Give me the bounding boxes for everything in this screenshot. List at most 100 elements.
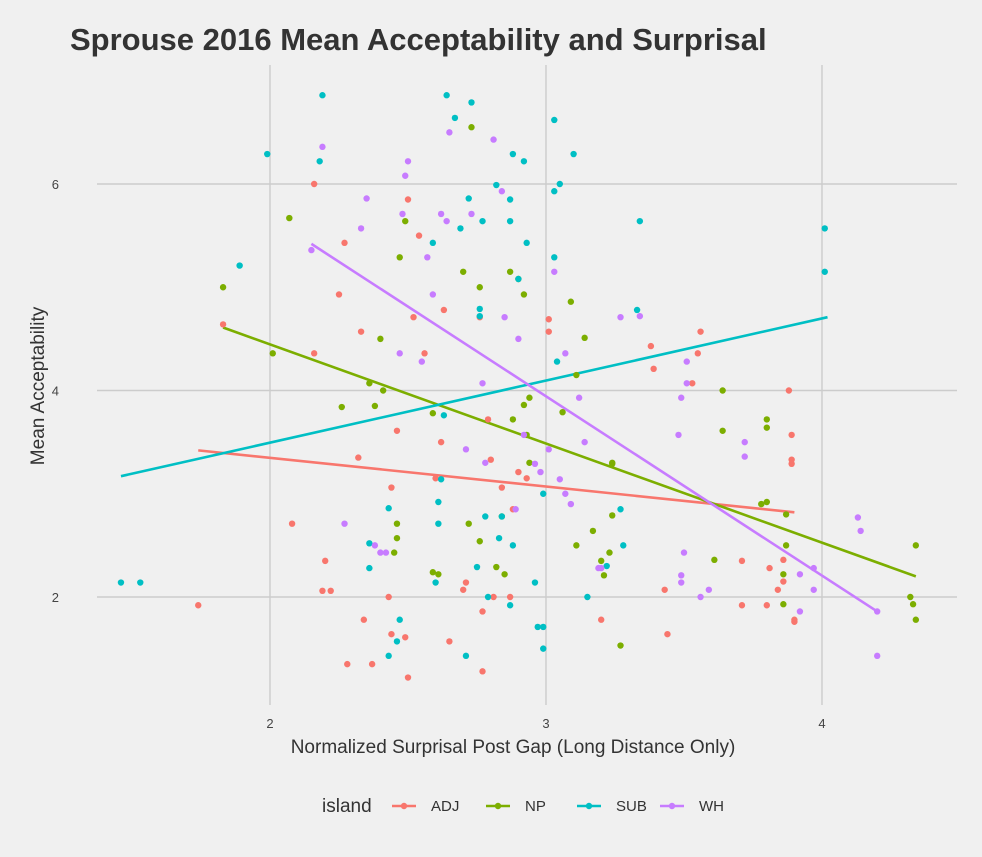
data-point bbox=[319, 92, 326, 99]
trend-lines bbox=[120, 242, 917, 613]
data-point bbox=[515, 335, 522, 343]
data-point bbox=[501, 571, 508, 578]
data-point bbox=[575, 394, 583, 401]
data-point bbox=[402, 172, 409, 179]
data-point bbox=[741, 453, 748, 460]
data-point bbox=[432, 475, 439, 482]
data-point bbox=[711, 556, 718, 564]
data-point bbox=[446, 638, 453, 645]
data-point bbox=[219, 321, 227, 328]
data-point bbox=[912, 616, 920, 623]
data-point bbox=[506, 593, 514, 601]
data-point bbox=[468, 124, 475, 131]
legend-label: WH bbox=[699, 798, 724, 815]
data-point bbox=[322, 557, 329, 565]
y-tick-label: 6 bbox=[52, 177, 59, 192]
data-point bbox=[288, 520, 296, 527]
data-point bbox=[487, 456, 494, 463]
chart-title: Sprouse 2016 Mean Acceptability and Surp… bbox=[70, 22, 767, 57]
data-point bbox=[476, 284, 483, 291]
data-point bbox=[366, 380, 373, 387]
data-point bbox=[432, 579, 439, 586]
data-point bbox=[520, 158, 528, 165]
data-point bbox=[523, 475, 530, 482]
data-point bbox=[689, 380, 696, 387]
data-point bbox=[551, 116, 558, 124]
trend-line-sub bbox=[120, 315, 828, 478]
data-point bbox=[363, 195, 370, 202]
data-point bbox=[573, 371, 580, 379]
data-point bbox=[545, 446, 552, 453]
data-point bbox=[429, 569, 437, 576]
legend-key-point bbox=[494, 802, 502, 810]
data-point bbox=[526, 459, 533, 466]
data-point bbox=[388, 630, 395, 638]
data-point bbox=[854, 514, 862, 521]
data-point bbox=[473, 563, 481, 571]
data-point bbox=[617, 642, 624, 649]
data-point bbox=[382, 549, 390, 556]
data-point bbox=[683, 380, 690, 387]
data-point bbox=[236, 262, 243, 269]
data-point bbox=[341, 239, 348, 247]
data-point bbox=[874, 608, 881, 615]
data-point bbox=[393, 534, 401, 542]
data-point bbox=[526, 394, 533, 401]
data-point bbox=[501, 313, 508, 321]
data-point bbox=[675, 431, 682, 439]
data-point bbox=[506, 217, 514, 225]
data-point bbox=[506, 268, 514, 275]
data-point bbox=[598, 616, 605, 623]
data-point bbox=[465, 520, 472, 527]
data-point bbox=[402, 634, 409, 641]
data-point bbox=[678, 579, 685, 586]
data-point bbox=[909, 601, 917, 608]
series-sub bbox=[117, 92, 828, 660]
data-point bbox=[636, 217, 644, 225]
data-point bbox=[617, 313, 624, 321]
data-point bbox=[531, 460, 539, 468]
grid-lines bbox=[97, 65, 957, 705]
data-point bbox=[796, 608, 804, 615]
data-point bbox=[446, 129, 453, 136]
data-point bbox=[534, 623, 541, 631]
data-point bbox=[780, 601, 787, 608]
data-point bbox=[680, 549, 688, 556]
data-point bbox=[344, 660, 351, 668]
data-point bbox=[763, 416, 770, 423]
data-point bbox=[551, 188, 558, 195]
data-point bbox=[385, 652, 392, 660]
data-point bbox=[540, 645, 547, 652]
data-point bbox=[520, 431, 528, 439]
data-point bbox=[476, 312, 483, 320]
data-point bbox=[308, 246, 315, 254]
data-point bbox=[479, 608, 486, 615]
data-point bbox=[678, 394, 685, 401]
y-tick-label: 2 bbox=[52, 590, 59, 605]
data-point bbox=[650, 365, 657, 373]
data-point bbox=[774, 586, 782, 593]
data-point bbox=[482, 459, 489, 466]
trend-line-np bbox=[222, 326, 917, 578]
data-point bbox=[506, 196, 514, 203]
data-point bbox=[857, 527, 864, 535]
data-point bbox=[584, 593, 591, 601]
y-axis-label: Mean Acceptability bbox=[28, 306, 49, 465]
data-point bbox=[509, 150, 517, 158]
data-point bbox=[620, 542, 627, 549]
data-point bbox=[415, 232, 423, 239]
data-point bbox=[796, 571, 804, 578]
data-point bbox=[758, 500, 765, 508]
data-point bbox=[810, 564, 817, 572]
data-point bbox=[545, 316, 552, 323]
data-point bbox=[443, 92, 450, 99]
data-point bbox=[360, 616, 368, 623]
data-point bbox=[907, 593, 914, 601]
data-point bbox=[697, 328, 704, 335]
series-np bbox=[219, 124, 920, 649]
data-point bbox=[335, 291, 343, 298]
data-point bbox=[429, 291, 437, 298]
data-point bbox=[137, 579, 144, 586]
legend-label: SUB bbox=[616, 798, 647, 815]
data-point bbox=[310, 180, 318, 188]
